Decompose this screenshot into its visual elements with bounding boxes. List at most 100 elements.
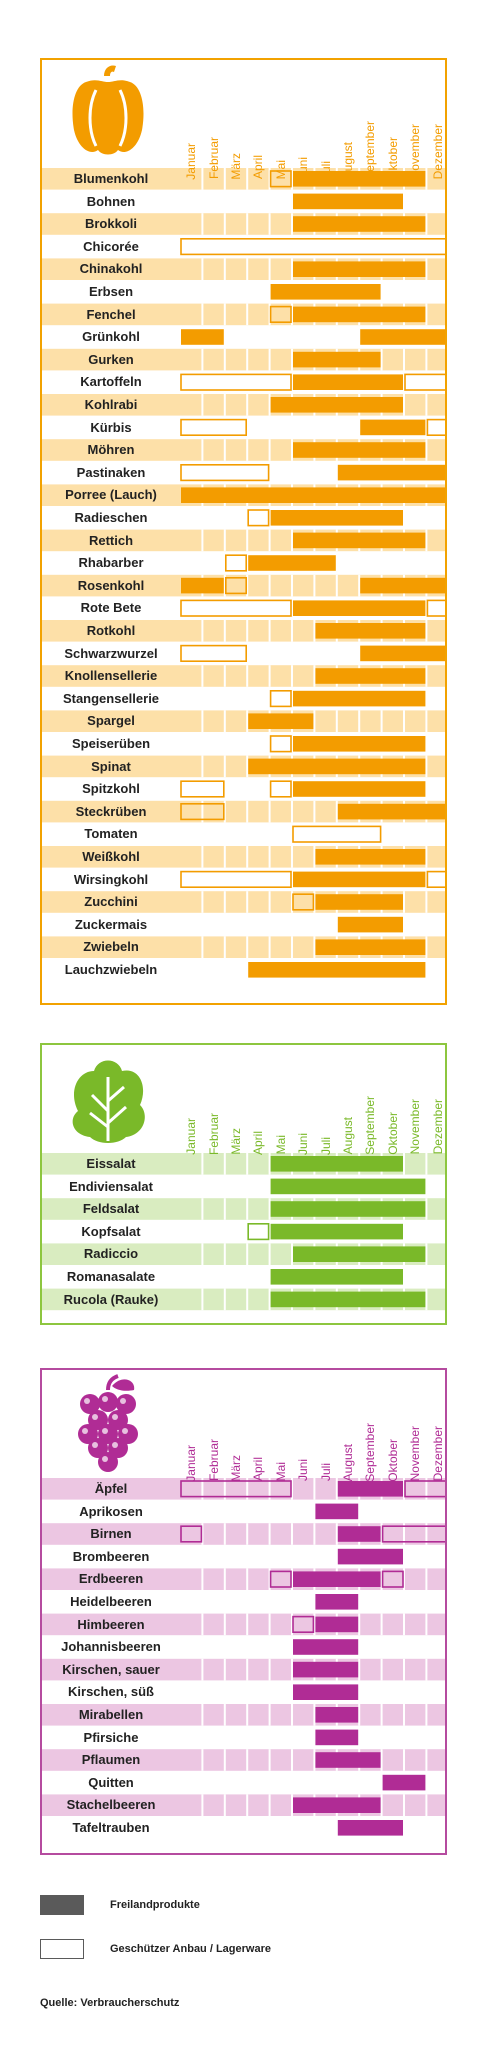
chart-grid-svg — [42, 1374, 445, 1836]
month-label: April — [251, 155, 266, 180]
legend-outdoor-swatch — [40, 1895, 84, 1915]
month-label: Juni — [296, 157, 311, 180]
chart-grid-svg — [42, 65, 445, 978]
row-label: Pflaumen — [81, 1752, 141, 1768]
freiland-bar — [293, 193, 403, 210]
freiland-bar — [270, 397, 403, 413]
fruits-panel: Januar Februar März April Mai Juni Juli August S… — [40, 1368, 447, 1855]
freiland-bar — [315, 1503, 359, 1520]
stored-bar — [404, 373, 445, 391]
freiland-bar — [293, 374, 403, 390]
month-label: Januar — [184, 1444, 199, 1482]
row-label: Rotkohl — [86, 623, 136, 638]
row-label: Brokkoli — [84, 216, 137, 232]
row-label: Rosenkohl — [77, 577, 145, 593]
month-label: November — [408, 1099, 423, 1155]
month-label: April — [251, 1130, 266, 1155]
freiland-bar — [360, 329, 445, 345]
stored-bar — [180, 1525, 203, 1543]
row-label: Weißkohl — [82, 849, 140, 864]
month-label: Juli — [318, 161, 333, 180]
month-label: Juni — [296, 1132, 311, 1155]
stored-bar — [269, 735, 292, 753]
row-label: Lauchzwiebeln — [64, 962, 158, 977]
freiland-bar — [337, 464, 445, 481]
row-label: Spargel — [87, 713, 135, 729]
freiland-bar — [248, 962, 426, 978]
row-label: Rucola (Rauke) — [63, 1291, 159, 1307]
row-label: Speiserüben — [71, 736, 151, 751]
legend-stored-swatch — [40, 1939, 84, 1959]
stored-bar — [292, 825, 382, 843]
freiland-bar — [315, 894, 403, 910]
freiland-bar — [293, 1684, 359, 1700]
month-label: März — [229, 152, 243, 180]
freiland-bar — [337, 916, 403, 933]
month-label: Juni — [296, 1459, 311, 1482]
legend-outdoor-label: Freilandprodukte — [110, 1899, 200, 1911]
freiland-bar — [293, 306, 426, 323]
stored-bar — [225, 576, 248, 595]
row-label: Pfirsiche — [83, 1729, 139, 1745]
stored-bar — [269, 170, 292, 188]
month-label: April — [251, 1457, 266, 1482]
month-label: März — [229, 1128, 243, 1155]
stored-bar — [180, 599, 292, 617]
freiland-bar — [337, 1820, 403, 1836]
freiland-bar — [315, 668, 426, 684]
freiland-bar — [315, 623, 426, 639]
row-label: Chinakohl — [79, 261, 143, 277]
pepper-icon — [72, 65, 144, 155]
row-label: Himbeeren — [77, 1616, 145, 1632]
freiland-bar — [248, 555, 336, 571]
row-label: Erbsen — [88, 284, 134, 299]
row-label: Heidelbeeren — [70, 1594, 152, 1609]
row-label: Porree (Lauch) — [65, 487, 157, 503]
freiland-bar — [181, 487, 445, 503]
row-label: Endiviensalat — [69, 1178, 153, 1194]
month-label: November — [408, 1426, 423, 1482]
freiland-bar — [270, 1223, 403, 1240]
source-note: Quelle: Verbraucherschutz — [40, 1997, 180, 2009]
row-background — [42, 574, 445, 597]
stored-bar — [269, 780, 292, 798]
freiland-bar — [293, 1661, 359, 1678]
month-label: Dezember — [430, 124, 445, 180]
vegetables-panel: Januar Februar März April Mai Juni Juli August S… — [40, 58, 447, 1005]
month-label: Dezember — [430, 1426, 445, 1482]
month-label: Juli — [318, 1463, 333, 1482]
freiland-bar — [337, 1526, 381, 1542]
month-label: Oktober — [385, 1438, 400, 1482]
row-label: Spinat — [91, 758, 131, 774]
stored-bar — [180, 373, 292, 391]
stored-bar — [426, 599, 445, 617]
chart-grid-svg — [42, 1060, 445, 1311]
freiland-bar — [293, 261, 426, 277]
stored-bar — [225, 554, 248, 572]
row-label: Äpfel — [94, 1481, 128, 1496]
stored-bar — [180, 870, 292, 888]
freiland-bar — [181, 329, 224, 345]
row-label: Kirschen, sauer — [62, 1661, 160, 1677]
freiland-bar — [293, 442, 426, 458]
freiland-bar — [181, 577, 224, 594]
freiland-bar — [315, 1707, 359, 1723]
month-label: Februar — [206, 137, 221, 180]
freiland-bar — [337, 803, 445, 820]
row-label: Kohlrabi — [84, 397, 138, 412]
stored-bar — [269, 305, 292, 324]
freiland-bar — [315, 1729, 359, 1746]
row-label: Grünkohl — [82, 329, 140, 345]
row-label: Zwiebeln — [83, 939, 139, 955]
freiland-bar — [315, 1752, 381, 1768]
freiland-bar — [293, 736, 426, 752]
row-label: Quitten — [88, 1774, 134, 1790]
month-label: Mai — [273, 1135, 288, 1155]
stored-bar — [269, 689, 292, 708]
stored-bar — [180, 780, 225, 798]
month-label: März — [229, 1454, 243, 1482]
stored-bar — [292, 1615, 315, 1634]
month-label: August — [341, 1444, 355, 1482]
lettuce-icon — [72, 1060, 145, 1143]
stored-bar — [180, 1480, 292, 1498]
